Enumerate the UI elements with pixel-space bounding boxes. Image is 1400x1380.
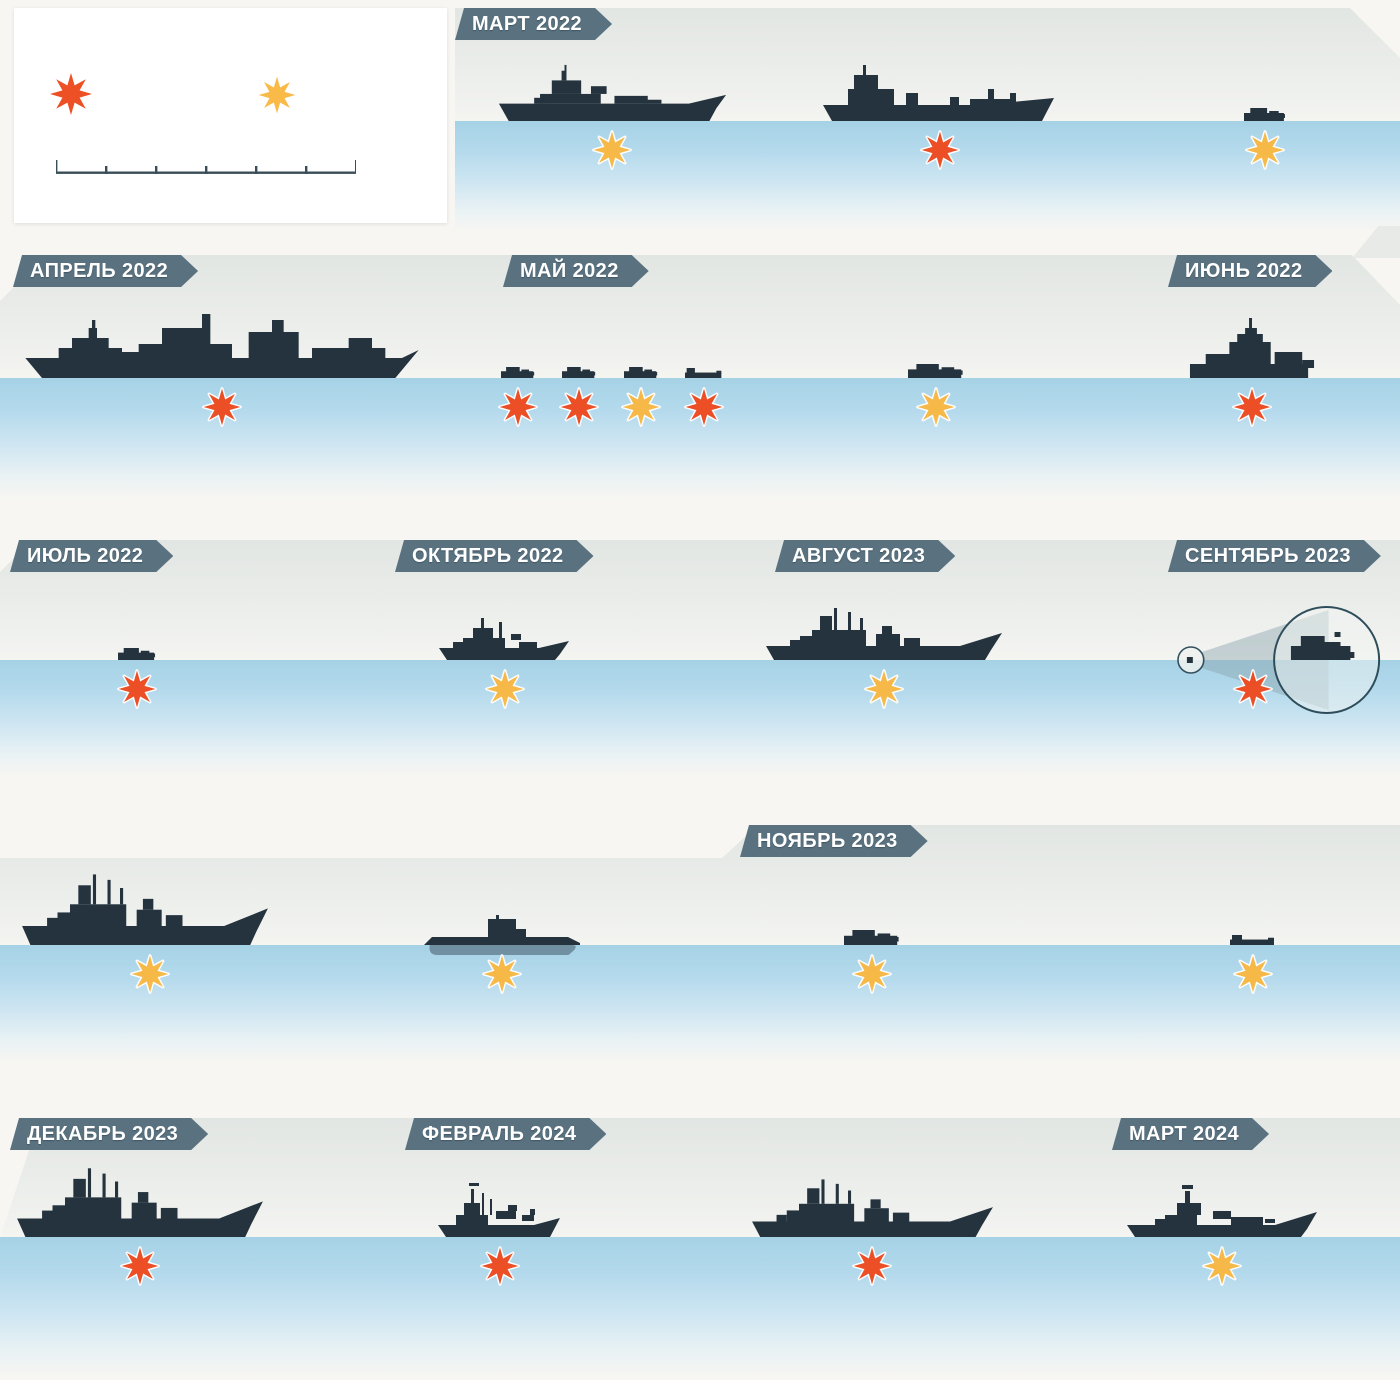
red-burst-star-icon bbox=[119, 1245, 161, 1292]
red-burst-star-icon bbox=[919, 129, 961, 176]
yellow-burst-star-icon bbox=[256, 74, 298, 121]
yellow-burst-star-icon bbox=[481, 953, 523, 1000]
yellow-burst-star-icon bbox=[863, 668, 905, 715]
month-header: АВГУСТ 2023 bbox=[775, 540, 955, 572]
ship-boat bbox=[908, 364, 964, 378]
ship-freighter bbox=[820, 59, 1060, 121]
water-strip bbox=[0, 1237, 1400, 1380]
ship-landing bbox=[764, 604, 1004, 660]
sky-strip bbox=[455, 8, 1400, 121]
yellow-burst-star-icon bbox=[1232, 953, 1274, 1000]
month-header: МАЙ 2022 bbox=[503, 255, 649, 287]
red-burst-star-icon bbox=[201, 386, 243, 433]
yellow-burst-star-icon bbox=[129, 953, 171, 1000]
ship-barge bbox=[1230, 935, 1276, 945]
water-strip bbox=[0, 945, 1400, 1065]
red-burst-star-icon bbox=[1232, 668, 1274, 715]
month-header: НОЯБРЬ 2023 bbox=[740, 825, 928, 857]
timeline-band: ДЕКАБРЬ 2023 ФЕВРАЛЬ 2024 МАРТ 2024 bbox=[0, 1118, 1400, 1380]
red-burst-star-icon bbox=[558, 386, 600, 433]
timeline-band: МАРТ 2022 bbox=[455, 8, 1400, 233]
ship-tug bbox=[1188, 318, 1316, 378]
ship-patrol bbox=[1125, 1185, 1320, 1237]
ship-boat bbox=[501, 367, 535, 378]
month-header: ДЕКАБРЬ 2023 bbox=[10, 1118, 208, 1150]
month-header: МАРТ 2022 bbox=[455, 8, 612, 40]
yellow-burst-star-icon bbox=[620, 386, 662, 433]
sky-strip bbox=[0, 540, 1400, 660]
ship-boat bbox=[562, 367, 596, 378]
submarine-hull-submerged bbox=[426, 945, 578, 957]
yellow-burst-star-icon bbox=[591, 129, 633, 176]
ship-landing bbox=[20, 869, 270, 945]
timeline-band: НОЯБРЬ 2023 bbox=[0, 825, 1400, 1065]
red-burst-star-icon bbox=[1231, 386, 1273, 433]
ship-cargo bbox=[495, 63, 730, 121]
timeline-band: ИЮЛЬ 2022 ОКТЯБРЬ 2022 АВГУСТ 2023 СЕНТЯБРЬ… bbox=[0, 540, 1400, 778]
yellow-burst-star-icon bbox=[484, 668, 526, 715]
water-strip bbox=[0, 660, 1400, 778]
sky-strip bbox=[0, 255, 1400, 378]
ship-boat bbox=[844, 930, 900, 945]
scale-bar bbox=[55, 158, 358, 179]
red-burst-star-icon bbox=[683, 386, 725, 433]
ship-magnifier bbox=[1176, 602, 1394, 718]
month-header: МАРТ 2024 bbox=[1112, 1118, 1269, 1150]
yellow-burst-star-icon bbox=[915, 386, 957, 433]
ship-barge bbox=[685, 368, 723, 378]
yellow-burst-star-icon bbox=[1201, 1245, 1243, 1292]
red-burst-star-icon bbox=[851, 1245, 893, 1292]
month-header: АПРЕЛЬ 2022 bbox=[13, 255, 198, 287]
ship-landing bbox=[15, 1163, 265, 1237]
legend-card bbox=[14, 8, 447, 223]
ship-corvette bbox=[437, 1179, 563, 1237]
ship-cruiser bbox=[22, 300, 422, 378]
month-header: СЕНТЯБРЬ 2023 bbox=[1168, 540, 1381, 572]
yellow-burst-star-icon bbox=[1244, 129, 1286, 176]
ship-boat bbox=[1244, 108, 1286, 121]
ship-minesweeper bbox=[439, 614, 571, 660]
timeline-band: АПРЕЛЬ 2022 МАЙ 2022 ИЮНЬ 2022 bbox=[0, 255, 1400, 500]
ship-boat bbox=[624, 367, 658, 378]
red-burst-star-icon bbox=[479, 1245, 521, 1292]
red-burst-star-icon bbox=[116, 668, 158, 715]
red-burst-star-icon bbox=[47, 70, 95, 123]
ship-submarine bbox=[422, 915, 582, 945]
month-header: ИЮНЬ 2022 bbox=[1168, 255, 1332, 287]
month-header: ИЮЛЬ 2022 bbox=[10, 540, 173, 572]
yellow-burst-star-icon bbox=[851, 953, 893, 1000]
ship-landing bbox=[750, 1175, 995, 1237]
month-header: ФЕВРАЛЬ 2024 bbox=[405, 1118, 606, 1150]
month-header: ОКТЯБРЬ 2022 bbox=[395, 540, 594, 572]
ship-boat bbox=[118, 648, 156, 660]
red-burst-star-icon bbox=[497, 386, 539, 433]
